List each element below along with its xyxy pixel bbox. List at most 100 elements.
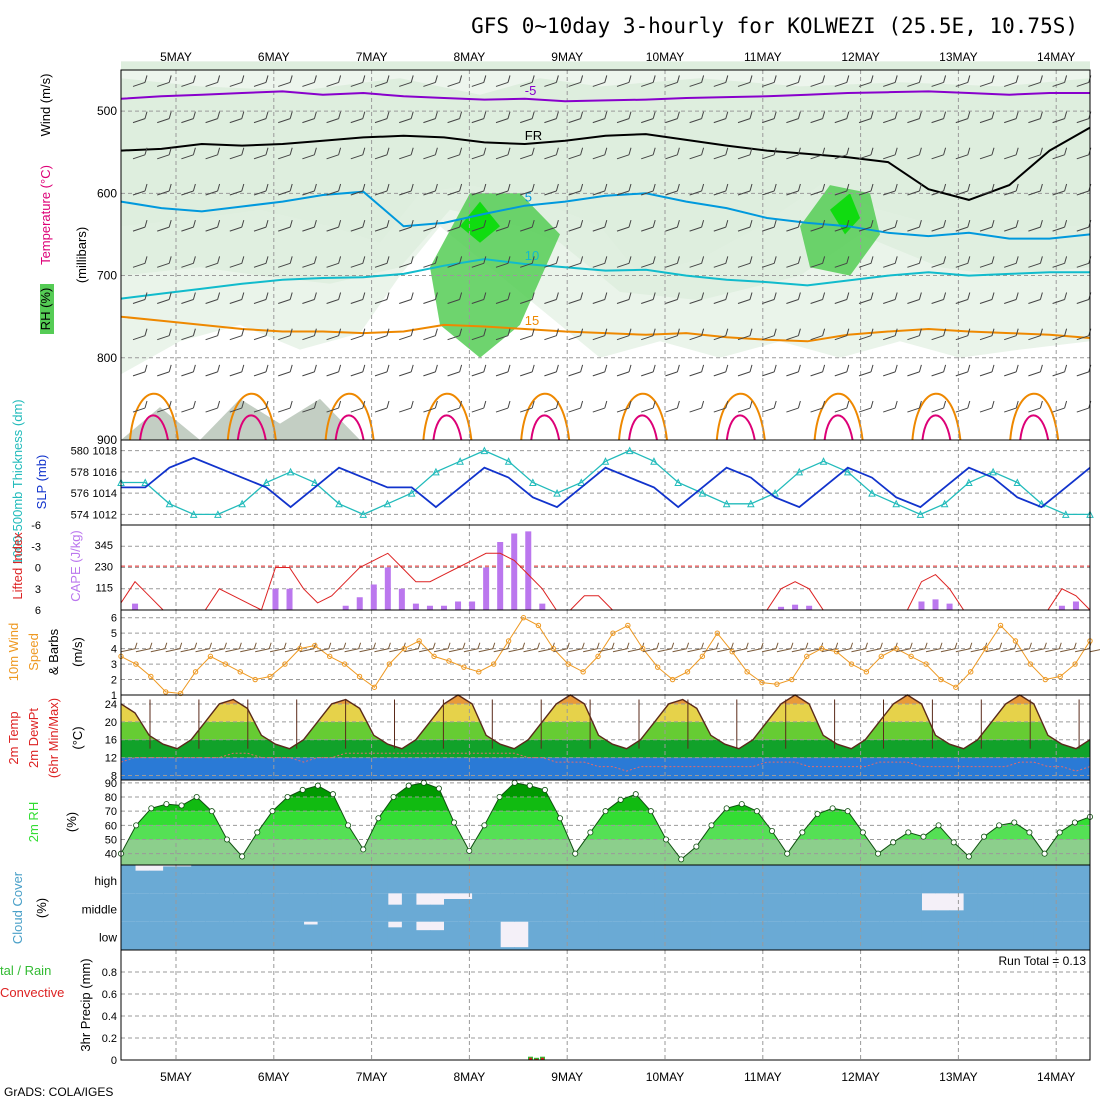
lifted-index-line [120, 552, 1091, 611]
cloud-bar [907, 893, 922, 922]
precip-convective-bar [541, 1057, 544, 1060]
rh-tick: 60 [105, 820, 117, 832]
cape-tick: 115 [95, 583, 113, 595]
wind-barb [132, 256, 148, 268]
temp-contour-25 [921, 414, 952, 441]
cloud-bar [556, 921, 571, 950]
cape-bar [525, 531, 532, 610]
cape-bar [272, 588, 279, 610]
wind-speed-point [759, 679, 765, 686]
cloud-bar [696, 893, 712, 922]
cloud-bar [696, 921, 712, 950]
cape-bar [426, 605, 433, 610]
wind-barb [495, 183, 511, 196]
wind-barb [520, 111, 535, 124]
cloud-bar [949, 865, 965, 894]
wind-barb [471, 400, 487, 413]
wind-speed-point [207, 653, 214, 660]
wind-barb [326, 400, 342, 413]
rh-point [208, 808, 215, 815]
wind-barb [495, 364, 511, 377]
wind-speed-point [520, 615, 527, 621]
wind-speed-point [938, 676, 944, 683]
wind-barb [810, 111, 826, 124]
wind-barb [447, 183, 463, 196]
wind-barb [955, 220, 971, 232]
rh-point [799, 829, 806, 836]
wind-barb [520, 183, 535, 196]
wind-barb [665, 147, 680, 160]
cloud-bar [1033, 921, 1049, 950]
rh-point [875, 850, 882, 857]
thickness-point [965, 478, 973, 486]
wind-barb [447, 147, 463, 160]
cloud-bar [921, 921, 937, 950]
wind-barb-10m [747, 642, 764, 653]
ylabel-precip-total: tal / Rain [0, 963, 51, 978]
wind-barb [665, 364, 680, 377]
ylabel-2m-temp: 2m Temp [6, 711, 21, 764]
wind-barb [786, 220, 801, 232]
ylabel-temp-unit: (°C) [70, 726, 85, 749]
temp-tick: 16 [105, 735, 117, 747]
wind-barb [1028, 400, 1043, 413]
date-label-top: 10MAY [646, 50, 684, 64]
wind-barb [616, 111, 632, 124]
wind-barb [955, 183, 971, 196]
wind-barb [907, 220, 922, 232]
cloud-bar [977, 893, 993, 922]
cloud-bar [303, 865, 319, 894]
wind-barb [253, 220, 269, 232]
cloud-bar [654, 865, 670, 894]
wind-barb [447, 364, 463, 377]
cloud-bar [738, 865, 754, 894]
wind-barb [1028, 75, 1043, 87]
thickness-tick: 580 [71, 446, 89, 458]
cloud-bar [584, 893, 599, 922]
contour-label: 15 [525, 313, 539, 328]
wind-barb [834, 220, 850, 232]
wind-barb [592, 400, 608, 413]
wind-barb-10m [404, 642, 421, 653]
wind-barb [1052, 292, 1068, 304]
thickness-point [795, 467, 804, 476]
slp-tick: 1016 [93, 467, 117, 479]
y-tick-pressure: 600 [97, 186, 117, 200]
cloud-bar [612, 893, 628, 922]
wind-barb [931, 292, 947, 304]
wind-barb [447, 292, 463, 304]
wind-barb [471, 75, 487, 87]
cloud-bar [458, 899, 473, 922]
wind-barb [592, 111, 608, 124]
precip-tick: 0.8 [102, 967, 117, 979]
cloud-bar [373, 921, 389, 950]
wind-barb [979, 147, 995, 160]
wind-barb [907, 147, 922, 160]
wind-barb [907, 400, 922, 413]
cape-bar [497, 542, 504, 610]
wind-barb [955, 75, 971, 87]
wind-barb [495, 256, 511, 268]
wind-speed-point [669, 676, 676, 683]
rh-point [299, 786, 306, 793]
thickness-point [359, 510, 368, 518]
wind-barb [229, 400, 245, 413]
date-label-bottom: 7MAY [356, 1070, 388, 1084]
date-label-top: 5MAY [160, 50, 192, 64]
temp-band [121, 757, 1090, 780]
wind-barb [810, 183, 826, 196]
wind-barb [641, 292, 656, 304]
cloud-bar [444, 899, 459, 922]
cloud-bar [275, 893, 291, 922]
wind-barb [374, 292, 390, 304]
wind-barb [302, 183, 317, 196]
wind-barb [278, 220, 293, 232]
wind-barb [762, 75, 777, 87]
rh-point [329, 791, 336, 798]
rh-point [996, 822, 1003, 829]
wind-barb [253, 256, 269, 268]
thickness-point [432, 467, 440, 476]
wind-barb [592, 292, 608, 304]
wind-barb [471, 147, 487, 160]
wind-barb [1004, 147, 1019, 160]
